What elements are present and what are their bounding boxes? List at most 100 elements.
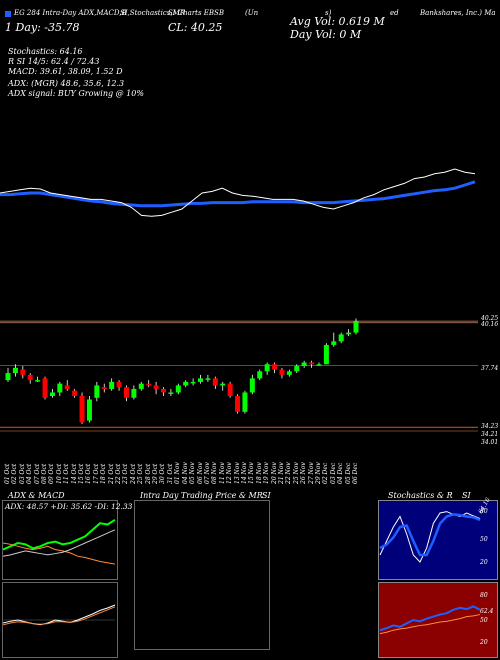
- candle-body: [294, 366, 300, 372]
- candle-body: [116, 381, 122, 388]
- candle-body: [72, 390, 78, 396]
- plus-di-line: [2, 519, 116, 551]
- rsi-current-value: 62.4: [480, 608, 494, 615]
- candle-body: [153, 385, 159, 389]
- rsi-level-50: 50: [480, 617, 488, 624]
- candle-body: [249, 378, 255, 393]
- candle-body: [131, 388, 137, 398]
- candle-body: [94, 385, 100, 398]
- main-price-chart: [0, 168, 478, 432]
- candle-body: [109, 381, 115, 389]
- macd-panel: [2, 582, 118, 658]
- candle-body: [264, 364, 270, 372]
- candle-body: [220, 383, 226, 386]
- minus-di-line: [2, 542, 116, 565]
- candle-body: [316, 364, 322, 366]
- price-label-low1: 34.23: [481, 423, 499, 430]
- avg-volume-label: Avg Vol: 0.619 M: [290, 15, 385, 28]
- macd-line: [2, 604, 116, 626]
- rsi-blue-line: [379, 605, 481, 632]
- day-volume-label: Day Vol: 0 M: [290, 28, 362, 41]
- candle-body: [27, 374, 33, 381]
- candle-body: [146, 383, 152, 386]
- price-label-mid: 37.74: [481, 365, 499, 372]
- close-price-label: CL: 40.25: [168, 21, 223, 34]
- adx-macd-title: ADX & MACD: [8, 491, 65, 500]
- chart-title-part-e: s): [325, 9, 332, 17]
- adx-panel: [2, 500, 118, 580]
- candle-body: [309, 362, 315, 365]
- adx-readout: ADX: (MGR) 48.6, 35.6, 12.3: [8, 79, 125, 88]
- chart-title-part-a: EG 284 Intra-Day ADX,MACD,B: [14, 9, 127, 17]
- stoch-level-80: 80: [480, 508, 488, 515]
- candle-body: [49, 392, 55, 396]
- macd-signal-line: [2, 606, 116, 626]
- day-change-label: 1 Day: -35.78: [5, 21, 80, 34]
- candle-body: [257, 371, 263, 379]
- adx-values-label: ADX: 48.57 +DI: 35.62 -DI: 12.33: [5, 502, 133, 511]
- candle-body: [279, 369, 285, 375]
- candle-body: [35, 380, 41, 382]
- stoch-level-50: 50: [480, 536, 488, 543]
- candle-body: [168, 392, 174, 394]
- candle-body: [175, 385, 181, 393]
- candle-body: [86, 399, 92, 421]
- rsi-orange-line: [379, 614, 481, 635]
- candle-body: [205, 378, 211, 380]
- candle-body: [190, 381, 196, 384]
- chart-title-part-c: SI Charts EBSB: [168, 9, 224, 17]
- chart-title-part-b: SI,Stochastics,MR: [120, 9, 186, 17]
- candle-body: [183, 381, 189, 386]
- candle-body: [323, 344, 329, 365]
- stoch-rsi-title: Stochastics & R: [388, 491, 453, 500]
- ema-line: [0, 180, 476, 208]
- price-label-low3: 34.01: [481, 439, 499, 446]
- candle-body: [301, 362, 307, 367]
- stoch-d-line: [379, 513, 481, 557]
- candle-body: [20, 369, 26, 375]
- candle-body: [235, 395, 241, 412]
- chart-title-part-g: Bankshares, Inc.) Ma: [420, 9, 496, 17]
- adx-signal-readout: ADX signal: BUY Growing @ 10%: [8, 89, 144, 98]
- candle-body: [331, 341, 337, 345]
- chart-title-part-d: (Un: [245, 9, 259, 17]
- candle-body: [5, 373, 11, 381]
- stochastics-readout: Stochastics: 64.16: [8, 47, 83, 56]
- rsi-line: [0, 168, 476, 217]
- candle-body: [123, 387, 129, 398]
- candle-body: [138, 383, 144, 389]
- candle-body: [346, 332, 352, 335]
- price-label-low2: 34.21: [481, 431, 499, 438]
- intraday-panel: [134, 500, 270, 650]
- candle-body: [12, 367, 18, 374]
- rsi-level-20: 20: [480, 639, 488, 646]
- macd-readout: MACD: 39.61, 38.09, 1.52 D: [8, 67, 123, 76]
- candle-body: [242, 392, 248, 412]
- intraday-si: SI: [262, 491, 271, 500]
- rsi-panel: [378, 582, 498, 658]
- stoch-rsi-si: SI: [462, 491, 471, 500]
- candle-body: [198, 378, 204, 382]
- candle-body: [64, 385, 70, 389]
- candle-body: [57, 383, 63, 393]
- candle-body: [286, 371, 292, 375]
- rsi-level-80: 80: [480, 592, 488, 599]
- rsi-readout: R SI 14/5: 62.4 / 72.43: [8, 57, 100, 66]
- chart-title-part-f: ed: [390, 9, 399, 17]
- stoch-level-20: 20: [480, 559, 488, 566]
- price-label-top1: 40.25: [481, 315, 499, 322]
- candle-body: [353, 321, 359, 333]
- price-label-top2: 40.16: [481, 321, 499, 328]
- candle-body: [160, 388, 166, 393]
- candle-body: [227, 383, 233, 396]
- candle-body: [79, 395, 85, 423]
- candle-body: [101, 387, 107, 389]
- adx-line: [2, 529, 116, 557]
- blue-marker-icon: [5, 11, 11, 17]
- candle-body: [338, 334, 344, 342]
- intraday-title: Intra Day Trading Price & MR: [140, 491, 263, 500]
- stochastics-panel: [378, 500, 498, 580]
- candle-body: [42, 378, 48, 398]
- candle-body: [212, 378, 218, 386]
